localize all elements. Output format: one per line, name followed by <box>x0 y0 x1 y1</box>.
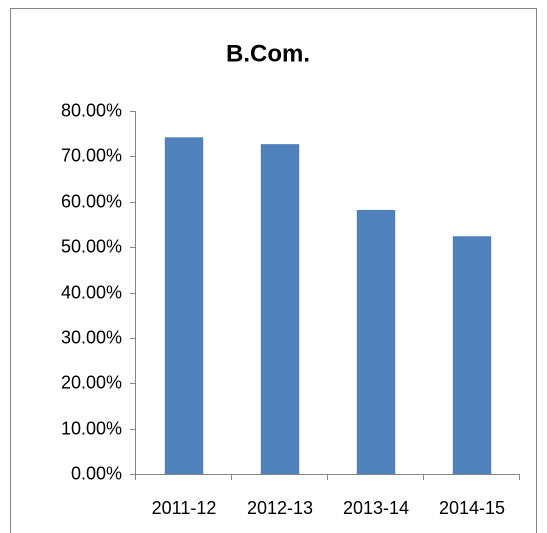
y-tick-label: 0.00% <box>71 463 122 483</box>
y-tick-label: 50.00% <box>61 236 122 256</box>
y-tick-label: 20.00% <box>61 372 122 392</box>
bar <box>164 137 204 474</box>
y-tick-label: 30.00% <box>61 327 122 347</box>
bar <box>452 236 492 474</box>
bar <box>260 144 300 474</box>
y-tick-label: 60.00% <box>61 191 122 211</box>
y-tick-label: 80.00% <box>61 100 122 120</box>
y-tick-label: 10.00% <box>61 418 122 438</box>
x-tick-label: 2011-12 <box>152 498 217 518</box>
chart-title: B.Com. <box>226 40 310 67</box>
x-tick-label: 2012-13 <box>247 498 313 518</box>
x-tick-label: 2013-14 <box>343 498 409 518</box>
bar <box>356 209 396 475</box>
x-tick-label: 2014-15 <box>439 498 505 518</box>
y-tick-label: 70.00% <box>61 145 122 165</box>
y-tick-label: 40.00% <box>61 282 122 302</box>
